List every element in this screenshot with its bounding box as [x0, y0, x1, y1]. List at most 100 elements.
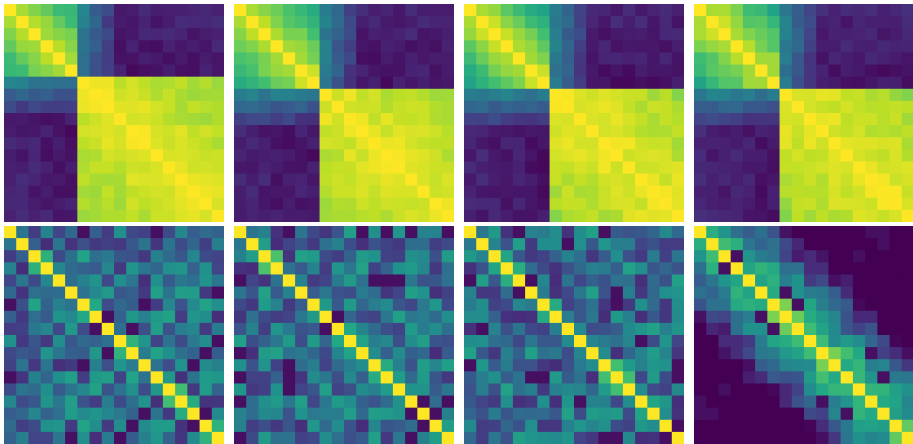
heatmap-cell: [561, 64, 575, 78]
heatmap-cell: [718, 125, 732, 138]
heatmap-cell: [671, 161, 684, 175]
heatmap-cell: [307, 371, 321, 385]
heatmap-cell: [549, 52, 563, 66]
heatmap-cell: [730, 113, 744, 126]
heatmap-cell: [380, 161, 394, 175]
heatmap-cell: [901, 137, 913, 150]
heatmap-cell: [816, 28, 830, 41]
heatmap-cell: [852, 137, 866, 150]
heatmap-cell: [525, 137, 538, 150]
heatmap-cell: [356, 16, 370, 29]
heatmap-cell: [429, 310, 443, 324]
heatmap-cell: [586, 52, 600, 66]
heatmap-cell: [574, 149, 587, 163]
heatmap-cell: [270, 395, 284, 409]
heatmap-cell: [635, 371, 648, 385]
heatmap-cell: [392, 359, 406, 372]
heatmap-cell: [791, 40, 805, 54]
heatmap-cell: [162, 298, 176, 312]
heatmap-cell: [791, 419, 805, 433]
heatmap-cell: [356, 185, 370, 199]
heatmap-cell: [234, 76, 247, 90]
heatmap-cell: [755, 383, 768, 397]
heatmap-cell: [126, 347, 140, 360]
heatmap-cell: [561, 383, 575, 397]
heatmap-cell: [537, 16, 551, 29]
heatmap-cell: [429, 262, 443, 276]
heatmap-cell: [356, 209, 370, 222]
heatmap-cell: [368, 359, 382, 372]
heatmap-cell: [405, 64, 418, 78]
heatmap-cell: [405, 88, 418, 102]
heatmap-cell: [549, 76, 563, 90]
heatmap-cell: [755, 173, 768, 187]
heatmap-cell: [211, 28, 224, 41]
heatmap-cell: [270, 52, 284, 66]
heatmap-cell: [718, 407, 732, 421]
heatmap-cell: [429, 347, 443, 360]
heatmap-cell: [586, 371, 600, 385]
heatmap-cell: [77, 371, 91, 385]
heatmap-cell: [150, 274, 164, 288]
heatmap-cell: [441, 64, 454, 78]
heatmap-cell: [270, 298, 284, 312]
heatmap-cell: [671, 274, 684, 288]
heatmap-cell: [392, 347, 406, 360]
heatmap-cell: [852, 407, 866, 421]
heatmap-cell: [622, 76, 636, 90]
heatmap-cell: [718, 185, 732, 199]
heatmap-cell: [162, 347, 176, 360]
heatmap-cell: [199, 125, 213, 138]
heatmap-cell: [417, 322, 431, 336]
heatmap-cell: [742, 383, 756, 397]
heatmap-cell: [816, 209, 830, 222]
heatmap-cell: [380, 149, 394, 163]
heatmap-cell: [804, 52, 817, 66]
heatmap-cell: [537, 298, 551, 312]
heatmap-cell: [429, 52, 443, 66]
heatmap-cell: [270, 250, 284, 263]
heatmap-cell: [16, 4, 30, 17]
heatmap-cell: [175, 64, 188, 78]
heatmap-cell: [840, 347, 854, 360]
heatmap-cell: [40, 161, 54, 175]
heatmap-cell: [150, 250, 164, 263]
heatmap-cell: [162, 407, 176, 421]
heatmap-cell: [804, 274, 817, 288]
heatmap-cell: [380, 322, 394, 336]
heatmap-cell: [138, 173, 152, 187]
heatmap-cell: [405, 16, 418, 29]
heatmap-cell: [865, 347, 878, 360]
heatmap-cell: [270, 322, 284, 336]
heatmap-cell: [549, 383, 563, 397]
heatmap-cell: [671, 4, 684, 17]
heatmap-cell: [500, 137, 514, 150]
heatmap-cell: [199, 262, 213, 276]
heatmap-cell: [730, 88, 744, 102]
heatmap-cell: [392, 197, 406, 211]
heatmap-cell: [162, 149, 176, 163]
heatmap-cell: [598, 335, 612, 348]
heatmap-cell: [65, 298, 78, 312]
heatmap-cell: [500, 226, 514, 239]
heatmap-cell: [804, 226, 817, 239]
heatmap-cell: [779, 209, 793, 222]
heatmap-cell: [659, 371, 673, 385]
heatmap-cell: [865, 298, 878, 312]
heatmap-cell: [561, 347, 575, 360]
heatmap-cell: [162, 125, 176, 138]
heatmap-cell: [671, 371, 684, 385]
heatmap-cell: [791, 226, 805, 239]
heatmap-cell: [549, 137, 563, 150]
heatmap-cell: [598, 125, 612, 138]
heatmap-cell: [258, 431, 272, 444]
heatmap-cell: [150, 149, 164, 163]
heatmap-cell: [89, 407, 103, 421]
heatmap-cell: [791, 64, 805, 78]
heatmap-cell: [476, 173, 490, 187]
heatmap-cell: [28, 322, 42, 336]
heatmap-cell: [150, 262, 164, 276]
heatmap-cell: [718, 52, 732, 66]
heatmap-cell: [40, 76, 54, 90]
heatmap-cell: [392, 40, 406, 54]
